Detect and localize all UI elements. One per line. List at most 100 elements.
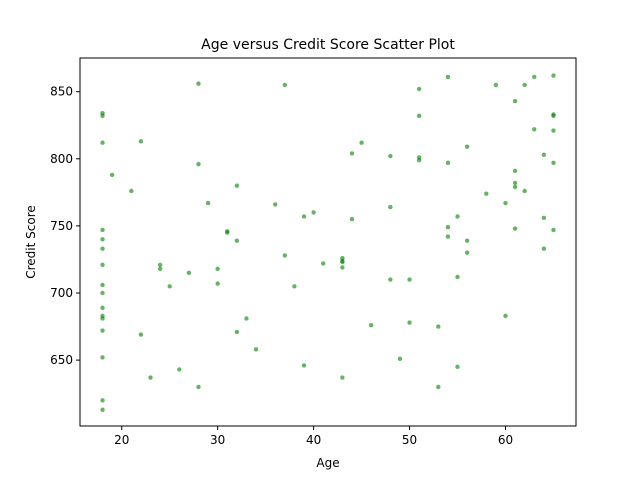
data-point <box>349 151 355 156</box>
data-point <box>512 98 518 104</box>
data-point <box>340 375 345 380</box>
x-tick-label: 20 <box>114 433 129 447</box>
data-point <box>436 324 441 329</box>
data-point <box>455 214 460 219</box>
x-axis-label: Age <box>316 456 339 470</box>
data-point <box>196 81 201 86</box>
data-point <box>100 328 105 333</box>
data-point <box>368 323 374 328</box>
data-point <box>416 86 422 92</box>
y-tick-label: 800 <box>50 152 73 166</box>
data-point <box>253 347 259 352</box>
data-point <box>388 153 393 159</box>
data-point <box>100 355 105 360</box>
data-point <box>541 152 547 157</box>
data-point <box>436 384 441 390</box>
data-point <box>177 367 182 372</box>
data-point <box>100 407 105 412</box>
points-layer <box>100 73 556 412</box>
data-point <box>157 262 163 268</box>
data-point <box>484 191 489 196</box>
data-point <box>445 225 451 230</box>
data-point <box>455 274 460 280</box>
plot-frame <box>79 57 577 427</box>
data-point <box>196 384 201 390</box>
data-point <box>186 270 192 276</box>
data-point <box>388 277 393 282</box>
data-point <box>359 140 364 145</box>
data-point <box>167 284 172 289</box>
data-point <box>292 284 297 289</box>
data-point <box>388 204 393 210</box>
y-tick-label: 650 <box>50 353 73 367</box>
data-point <box>311 210 316 215</box>
data-point <box>100 246 105 251</box>
data-point <box>205 200 211 206</box>
data-point <box>301 214 307 219</box>
y-axis-ticks: 650 700 750 800 850 <box>50 85 80 367</box>
y-tick-label: 750 <box>50 219 73 233</box>
data-point <box>464 250 470 255</box>
data-point <box>445 234 451 239</box>
data-point <box>532 127 537 132</box>
data-point <box>551 128 556 133</box>
data-point <box>100 305 105 310</box>
data-point <box>301 363 307 368</box>
data-point <box>100 290 105 296</box>
data-point <box>196 161 201 167</box>
data-point <box>148 375 153 380</box>
data-point <box>100 140 105 145</box>
data-point <box>416 113 422 119</box>
data-point <box>138 139 144 144</box>
data-point <box>541 246 547 251</box>
data-point <box>340 265 345 270</box>
x-tick-label: 30 <box>210 433 225 447</box>
data-point <box>445 160 451 166</box>
data-point <box>541 215 547 221</box>
data-point <box>157 266 163 272</box>
data-point <box>551 73 556 78</box>
data-point <box>416 157 422 163</box>
data-point <box>100 262 105 268</box>
data-point <box>215 266 220 272</box>
data-point <box>273 202 278 207</box>
data-point <box>138 332 144 337</box>
data-point <box>397 356 403 361</box>
data-point <box>100 398 105 403</box>
data-point <box>551 113 556 119</box>
data-point <box>100 282 105 288</box>
data-point <box>455 364 460 370</box>
y-tick-label: 700 <box>50 286 73 300</box>
data-point <box>321 261 326 266</box>
data-point <box>100 227 105 233</box>
data-point <box>551 227 556 233</box>
data-point <box>234 329 240 335</box>
data-point <box>234 238 240 243</box>
data-point <box>129 188 134 194</box>
data-point <box>100 237 105 242</box>
x-axis-ticks: 20 30 40 50 60 <box>114 426 513 447</box>
data-point <box>503 200 508 206</box>
data-point <box>445 74 451 80</box>
x-tick-label: 50 <box>402 433 417 447</box>
data-point <box>464 238 470 243</box>
data-point <box>234 183 240 188</box>
y-axis-label: Credit Score <box>24 205 38 279</box>
data-point <box>532 74 537 80</box>
x-tick-label: 60 <box>498 433 513 447</box>
data-point <box>512 226 518 231</box>
data-point <box>244 316 249 321</box>
data-point <box>512 180 518 186</box>
data-point <box>512 184 518 190</box>
y-tick-label: 850 <box>50 85 73 99</box>
data-point <box>109 172 115 178</box>
data-point <box>551 160 556 166</box>
data-point <box>100 113 105 119</box>
data-point <box>349 216 355 222</box>
data-point <box>225 230 230 235</box>
data-point <box>100 316 105 321</box>
data-point <box>522 188 527 194</box>
data-point <box>493 82 499 88</box>
